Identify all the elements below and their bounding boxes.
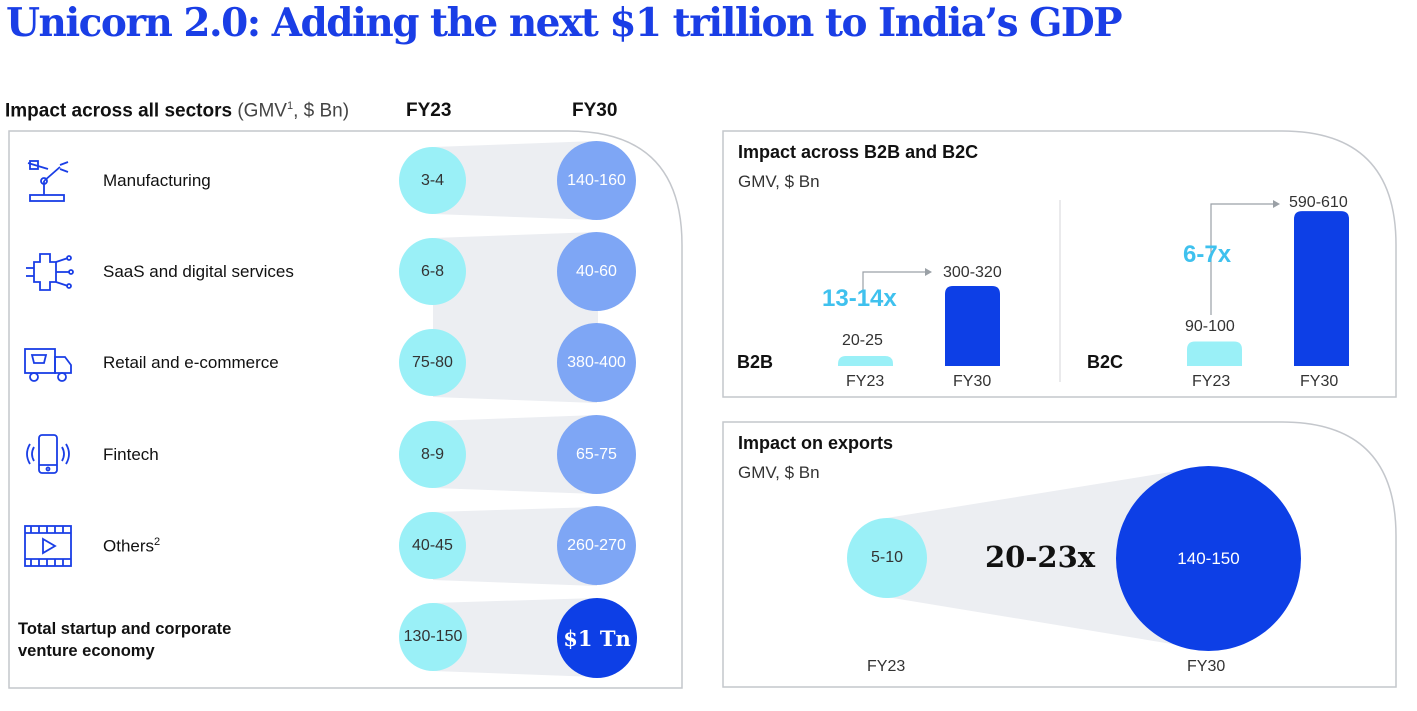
b2b-b2c-title: Impact across B2B and B2C <box>738 142 979 162</box>
b2c-fy30-value: 590-610 <box>1289 194 1348 211</box>
robot-arm-icon <box>22 155 74 207</box>
b2c-label: B2C <box>1087 352 1124 372</box>
b2b-multiple: 13-14x <box>822 285 897 312</box>
sector-fy30-circle-others: 260-270 <box>557 506 636 585</box>
exports-fy30-circle: 140-150 <box>1116 466 1301 651</box>
b2b-fy23-value: 20-25 <box>842 332 883 349</box>
b2c-x-fy30: FY30 <box>1300 373 1339 390</box>
b2b-arrowhead <box>925 268 932 276</box>
sector-name-retail-and-e-commerce: Retail and e-commerce <box>103 353 279 373</box>
b2b-x-fy23: FY23 <box>846 373 885 390</box>
sector-fy30-circle-fintech: 65-75 <box>557 415 636 494</box>
b2b-bar-fy23 <box>838 356 893 366</box>
b2b-growth-arrow <box>862 271 925 305</box>
b2b-fy30-value: 300-320 <box>943 264 1002 281</box>
sectors-header-bold: Impact across all sectors <box>5 100 233 122</box>
sector-name-text: Fintech <box>103 445 159 464</box>
sector-fy30-circle-retail-and-e-commerce: 380-400 <box>557 323 636 402</box>
mobile-phone-icon <box>22 429 74 481</box>
b2c-arrowhead <box>1273 200 1280 208</box>
exports-fy23-circle: 5-10 <box>847 518 927 598</box>
b2b-label: B2B <box>737 352 774 372</box>
exports-multiple: 20-23x <box>985 540 1096 574</box>
b2c-multiple: 6-7x <box>1183 241 1232 268</box>
col-fy30-header: FY30 <box>572 100 618 121</box>
sector-fy23-circle-fintech: 8-9 <box>399 421 466 488</box>
sector-name-text: SaaS and digital services <box>103 262 294 281</box>
sector-fy23-circle-saas-and-digital-services: 6-8 <box>399 238 466 305</box>
sector-name-text: Others <box>103 536 155 556</box>
footnote-1: 1 <box>286 100 294 112</box>
sector-fy23-circle-manufacturing: 3-4 <box>399 147 466 214</box>
connector-retail <box>433 324 597 403</box>
exports-subtitle: GMV, $ Bn <box>738 463 820 482</box>
sector-fy30-circle-saas-and-digital-services: 40-60 <box>557 232 636 311</box>
connector-total <box>433 598 597 677</box>
sector-name-others: Others2 <box>103 536 160 557</box>
total-fy23-circle: 130-150 <box>399 603 467 671</box>
total-label-line1: Total startup and corporate <box>18 620 232 638</box>
total-label: Total startup and corporate venture econ… <box>18 618 231 662</box>
total-label-line2: venture economy <box>18 642 155 660</box>
page-title: Unicorn 2.0: Adding the next $1 trillion… <box>6 0 1123 46</box>
sector-name-text: Manufacturing <box>103 171 211 190</box>
sector-name-fintech: Fintech <box>103 445 159 465</box>
b2c-bar-fy30 <box>1294 211 1349 366</box>
sectors-header-tail: , $ Bn) <box>293 100 350 122</box>
video-play-icon <box>22 520 74 572</box>
exports-x-fy23: FY23 <box>867 658 906 675</box>
sector-fy30-circle-manufacturing: 140-160 <box>557 141 636 220</box>
exports-x-fy30: FY30 <box>1187 658 1226 675</box>
b2b-b2c-card <box>722 130 1397 398</box>
connector-fintech <box>433 415 597 494</box>
sector-fy23-circle-others: 40-45 <box>399 512 466 579</box>
b2c-x-fy23: FY23 <box>1192 373 1231 390</box>
sector-name-manufacturing: Manufacturing <box>103 171 211 191</box>
chip-icon <box>22 246 74 298</box>
b2b-x-fy30: FY30 <box>953 373 992 390</box>
sectors-header: Impact across all sectors (GMV1, $ Bn) <box>5 100 349 122</box>
sector-name-saas-and-digital-services: SaaS and digital services <box>103 262 294 282</box>
b2b-b2c-subtitle: GMV, $ Bn <box>738 172 820 191</box>
footnote-2: 2 <box>154 536 161 548</box>
connector-saas <box>433 232 597 311</box>
col-fy23-header: FY23 <box>406 100 452 121</box>
sector-fy23-circle-retail-and-e-commerce: 75-80 <box>399 329 466 396</box>
connector-others <box>433 507 597 586</box>
exports-title: Impact on exports <box>738 433 894 453</box>
b2b-bar-fy30 <box>945 286 1000 366</box>
b2c-fy23-value: 90-100 <box>1185 318 1235 335</box>
total-fy30-circle: $1 Tn <box>557 598 637 678</box>
sectors-header-light: (GMV <box>232 100 287 122</box>
connector-manufacturing <box>433 141 597 220</box>
b2c-growth-arrow <box>1210 203 1273 315</box>
b2c-bar-fy23 <box>1187 341 1242 366</box>
sector-name-text: Retail and e-commerce <box>103 353 279 372</box>
delivery-truck-icon <box>22 337 74 389</box>
